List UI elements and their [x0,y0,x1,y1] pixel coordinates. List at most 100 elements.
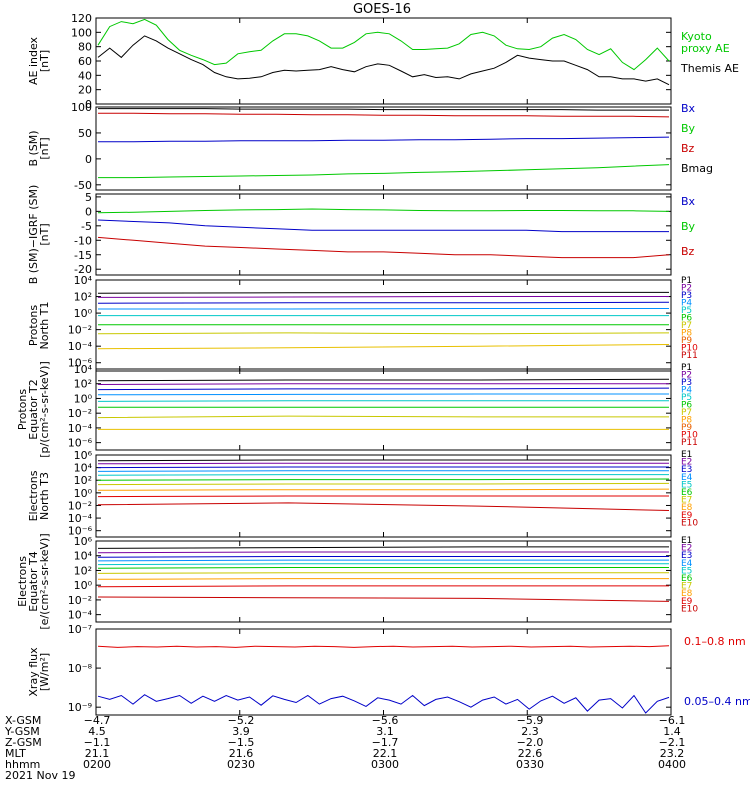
y-tick-label: 10⁻⁸ [68,662,93,675]
legend-entry-line: P7 [681,321,692,331]
legend-entry: E3 [681,465,692,475]
legend-entry-line: E1 [681,536,692,546]
legend-entry: P8 [681,416,692,426]
legend-entry: E7 [681,582,692,592]
legend-entry-line: 0.1–0.8 nm [684,635,746,648]
series-line-p7 [97,415,669,419]
panel-3: -20-15 -10-5 05 B (SM)−IGRF (SM)[nT] Bx By Bz [27,185,696,285]
legend-entry: E3 [681,551,692,561]
series-line-themis-ae [97,35,670,86]
legend-entry: 0.05–0.4 nm [684,695,750,708]
legend-entry-line: 0.05–0.4 nm [684,695,750,708]
legend-entry-line: Bz [681,245,695,258]
series-line-e5 [97,474,669,476]
legend-entry-line: E5 [681,566,692,576]
y-tick-label: 10⁻⁶ [68,437,93,450]
legend-entry-line: P1 [681,363,692,373]
footer-value: 2.3 [521,725,539,738]
y-tick-label: -5 [81,220,92,233]
y-axis-label: ElectronsEquator T4[e/(cm²-s-sr-keV)] [16,533,51,629]
y-axis-label-line: [p/(cm²-s-sr-keV)] [38,361,51,458]
legend-entry: E4 [681,559,693,569]
series-line-e8 [97,488,670,491]
y-axis-label-line: [W/m²] [38,653,51,691]
y-tick-label: 10⁴ [74,363,93,376]
legend-entry: P2 [681,284,692,294]
legend-entry-line: E8 [681,589,693,599]
footer-value: 21.6 [229,747,254,760]
legend-entry-line: P11 [681,438,698,448]
series-line-p2 [97,296,669,298]
legend-entry: Themis AE [680,62,739,75]
legend-entry-line: P10 [681,344,698,354]
legend-entry-line: E9 [681,597,693,607]
series-line-0-05-0-4-nm [97,694,670,714]
legend-entry: Bz [681,142,695,155]
legend-entry-line: P5 [681,306,692,316]
legend-entry: E9 [681,511,693,521]
footer-value: 0330 [516,758,544,771]
footer-value: 0400 [658,758,686,771]
legend-entry-line: E7 [681,496,692,506]
y-tick-label: 10⁶ [74,449,93,462]
y-tick-label: 0 [85,205,92,218]
legend-entry: P4 [681,386,692,396]
series-line-e1 [97,546,669,549]
legend-entry: P5 [681,306,692,316]
legend-entry-line: P7 [681,408,692,418]
legend-entry: P6 [681,314,692,324]
footer-value: −2.1 [659,736,686,749]
y-tick-label: -50 [74,179,92,192]
series-line-p4 [98,308,669,310]
legend-entry-line: Themis AE [680,62,739,75]
legend-entry: Bmag [681,162,713,175]
footer-value: 22.6 [518,747,543,760]
legend-entry-line: P2 [681,284,692,294]
legend-entry-line: P8 [681,329,692,339]
legend-entry-line: By [681,122,696,135]
series-line-e5 [97,563,669,566]
series-line-e7 [97,572,669,574]
legend-entry-line: E10 [681,604,698,614]
legend-entry-line: P11 [681,351,698,361]
legend-entry: E10 [681,604,698,614]
y-axis-label-line: [nT] [38,223,51,245]
footer-value: 0230 [227,758,255,771]
series-line-e4 [97,559,669,562]
y-tick-label: 10⁻² [68,499,92,512]
legend-entry-line: P2 [681,371,692,381]
legend-entry-line: Kyoto [681,30,712,43]
y-tick-label: 10⁻² [68,324,92,337]
y-tick-label: 10⁰ [74,392,93,405]
y-tick-label: 10⁻² [68,594,92,607]
legend-entry-line: proxy AE [681,42,730,55]
y-tick-label: 60 [78,55,92,68]
footer-value: 23.2 [660,747,685,760]
y-tick-label: 40 [78,69,92,82]
footer-value: 0200 [83,758,111,771]
legend-entry: E8 [681,503,693,513]
y-tick-label: 10⁻⁶ [68,357,93,370]
legend-entry-line: E4 [681,473,693,483]
series-line-e6 [97,478,670,481]
footer-value: −5.9 [517,714,544,727]
y-axis-label: ProtonsNorth T1 [27,302,51,350]
y-tick-label: 10⁻⁴ [68,512,93,525]
legend-entry: P10 [681,344,698,354]
y-tick-label: -15 [74,249,92,262]
y-tick-label: 100 [71,101,92,114]
series-line-e2 [97,462,669,465]
legend-entry: 0.1–0.8 nm [684,635,746,648]
legend-entry: P3 [681,378,692,388]
legend-entry: P7 [681,408,692,418]
y-tick-label: 10⁻⁴ [68,609,93,622]
legend-entry: P11 [681,351,698,361]
series-line-e2 [97,551,669,554]
y-tick-label: 10⁻⁴ [68,422,93,435]
panel-frame [95,17,672,105]
series-line-p1 [97,378,670,382]
series-line-p8 [97,344,670,350]
